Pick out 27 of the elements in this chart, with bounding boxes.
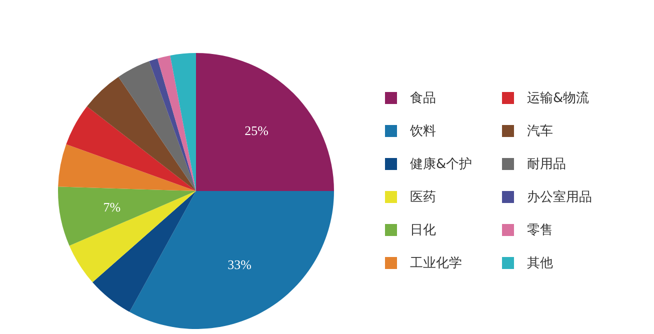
data-label: 7% xyxy=(103,200,121,215)
legend-label: 办公室用品 xyxy=(527,189,592,206)
legend-label: 耐用品 xyxy=(527,156,566,173)
pie-slice xyxy=(92,191,196,312)
pie-slice xyxy=(58,144,196,191)
legend-label: 零售 xyxy=(527,222,553,239)
pie-slice xyxy=(66,106,196,191)
legend-label: 日化 xyxy=(410,222,436,239)
pie-slice xyxy=(170,53,196,191)
legend-label: 食品 xyxy=(410,90,436,107)
legend-label: 饮料 xyxy=(410,123,436,140)
pie-slice xyxy=(158,55,196,191)
pie-slice xyxy=(149,58,196,191)
pie-slice xyxy=(196,53,334,191)
pie-slice xyxy=(118,61,196,191)
pie-slice xyxy=(130,191,334,329)
legend-label: 健康&个护 xyxy=(410,156,472,173)
pie-slice xyxy=(58,186,196,246)
legend-label: 工业化学 xyxy=(410,255,462,272)
data-label: 25% xyxy=(244,123,269,138)
legend-label: 其他 xyxy=(527,255,553,272)
pie-slice xyxy=(69,191,196,282)
legend-label: 汽车 xyxy=(527,123,553,140)
legend-label: 医药 xyxy=(410,189,436,206)
pie-slice xyxy=(86,76,196,191)
legend-label: 运输&物流 xyxy=(527,90,590,107)
data-label: 33% xyxy=(228,257,252,272)
